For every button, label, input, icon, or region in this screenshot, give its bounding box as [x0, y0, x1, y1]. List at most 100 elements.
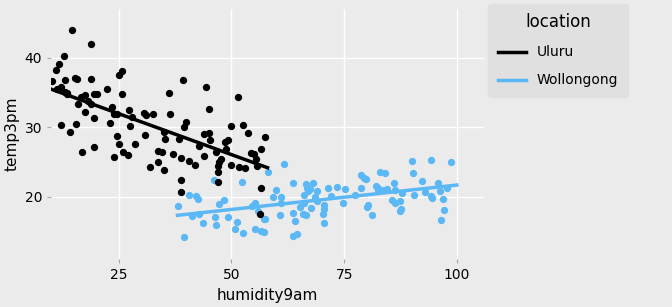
Point: [323, 185, 333, 190]
Point: [251, 164, 262, 169]
Point: [199, 132, 210, 137]
Point: [102, 87, 113, 92]
Point: [374, 169, 385, 174]
Point: [56, 84, 67, 89]
Point: [105, 120, 116, 125]
Point: [222, 215, 233, 220]
Point: [297, 211, 308, 216]
Point: [141, 113, 152, 118]
Point: [47, 78, 58, 83]
Point: [167, 152, 178, 157]
Point: [232, 220, 243, 225]
Point: [263, 170, 274, 175]
Point: [290, 218, 301, 223]
Point: [426, 196, 437, 200]
Point: [442, 186, 452, 191]
Point: [130, 141, 140, 146]
Point: [226, 163, 237, 168]
Point: [60, 90, 71, 95]
Point: [190, 193, 201, 198]
Point: [239, 166, 250, 171]
Point: [187, 214, 198, 219]
Point: [175, 190, 186, 195]
Point: [388, 181, 399, 185]
Point: [278, 161, 289, 166]
Point: [225, 123, 236, 128]
Point: [390, 201, 401, 206]
Point: [255, 212, 265, 217]
Point: [209, 215, 220, 220]
Point: [420, 189, 431, 194]
Point: [198, 220, 208, 225]
Point: [62, 90, 73, 95]
Point: [288, 181, 299, 185]
X-axis label: humidity9am: humidity9am: [217, 288, 319, 303]
Point: [361, 177, 372, 182]
Point: [373, 187, 384, 192]
Point: [118, 149, 128, 154]
Point: [394, 209, 405, 214]
Point: [366, 212, 377, 217]
Point: [288, 234, 299, 239]
Point: [294, 204, 305, 209]
Point: [89, 116, 100, 121]
Point: [268, 194, 279, 199]
Point: [125, 124, 136, 129]
Point: [349, 193, 360, 198]
Point: [159, 129, 170, 134]
Point: [379, 171, 390, 176]
Point: [253, 209, 263, 214]
Point: [312, 188, 323, 193]
Point: [356, 173, 367, 177]
Point: [116, 91, 127, 96]
Point: [213, 179, 224, 184]
Point: [144, 164, 155, 169]
Point: [86, 41, 97, 46]
Point: [243, 130, 253, 135]
Point: [355, 185, 366, 190]
Point: [222, 138, 233, 142]
Point: [124, 108, 134, 113]
Point: [319, 206, 329, 211]
Point: [88, 92, 99, 97]
Point: [77, 149, 87, 154]
Point: [200, 84, 211, 89]
Point: [212, 169, 223, 174]
Point: [62, 91, 73, 96]
Point: [79, 110, 90, 115]
Point: [298, 200, 309, 205]
Point: [72, 77, 83, 82]
Point: [218, 198, 229, 203]
Point: [92, 92, 103, 97]
Point: [302, 185, 312, 190]
Point: [83, 99, 93, 104]
Point: [337, 200, 348, 205]
Point: [50, 68, 61, 72]
Point: [436, 218, 447, 223]
Point: [204, 138, 215, 143]
Point: [308, 181, 319, 186]
Point: [446, 159, 456, 164]
Point: [216, 156, 226, 161]
Point: [434, 189, 445, 194]
Point: [164, 111, 175, 116]
Point: [60, 78, 71, 83]
Point: [89, 145, 99, 150]
Point: [305, 187, 316, 192]
Point: [318, 211, 329, 216]
Point: [112, 133, 122, 138]
Point: [181, 120, 192, 125]
Point: [245, 151, 256, 156]
Point: [255, 146, 266, 151]
Point: [379, 188, 390, 193]
Point: [183, 158, 194, 163]
Point: [159, 137, 170, 142]
Point: [176, 156, 187, 161]
Point: [251, 157, 262, 162]
Point: [138, 111, 149, 116]
Point: [372, 185, 383, 190]
Point: [249, 201, 260, 206]
Point: [233, 165, 244, 169]
Point: [79, 93, 90, 98]
Point: [426, 157, 437, 162]
